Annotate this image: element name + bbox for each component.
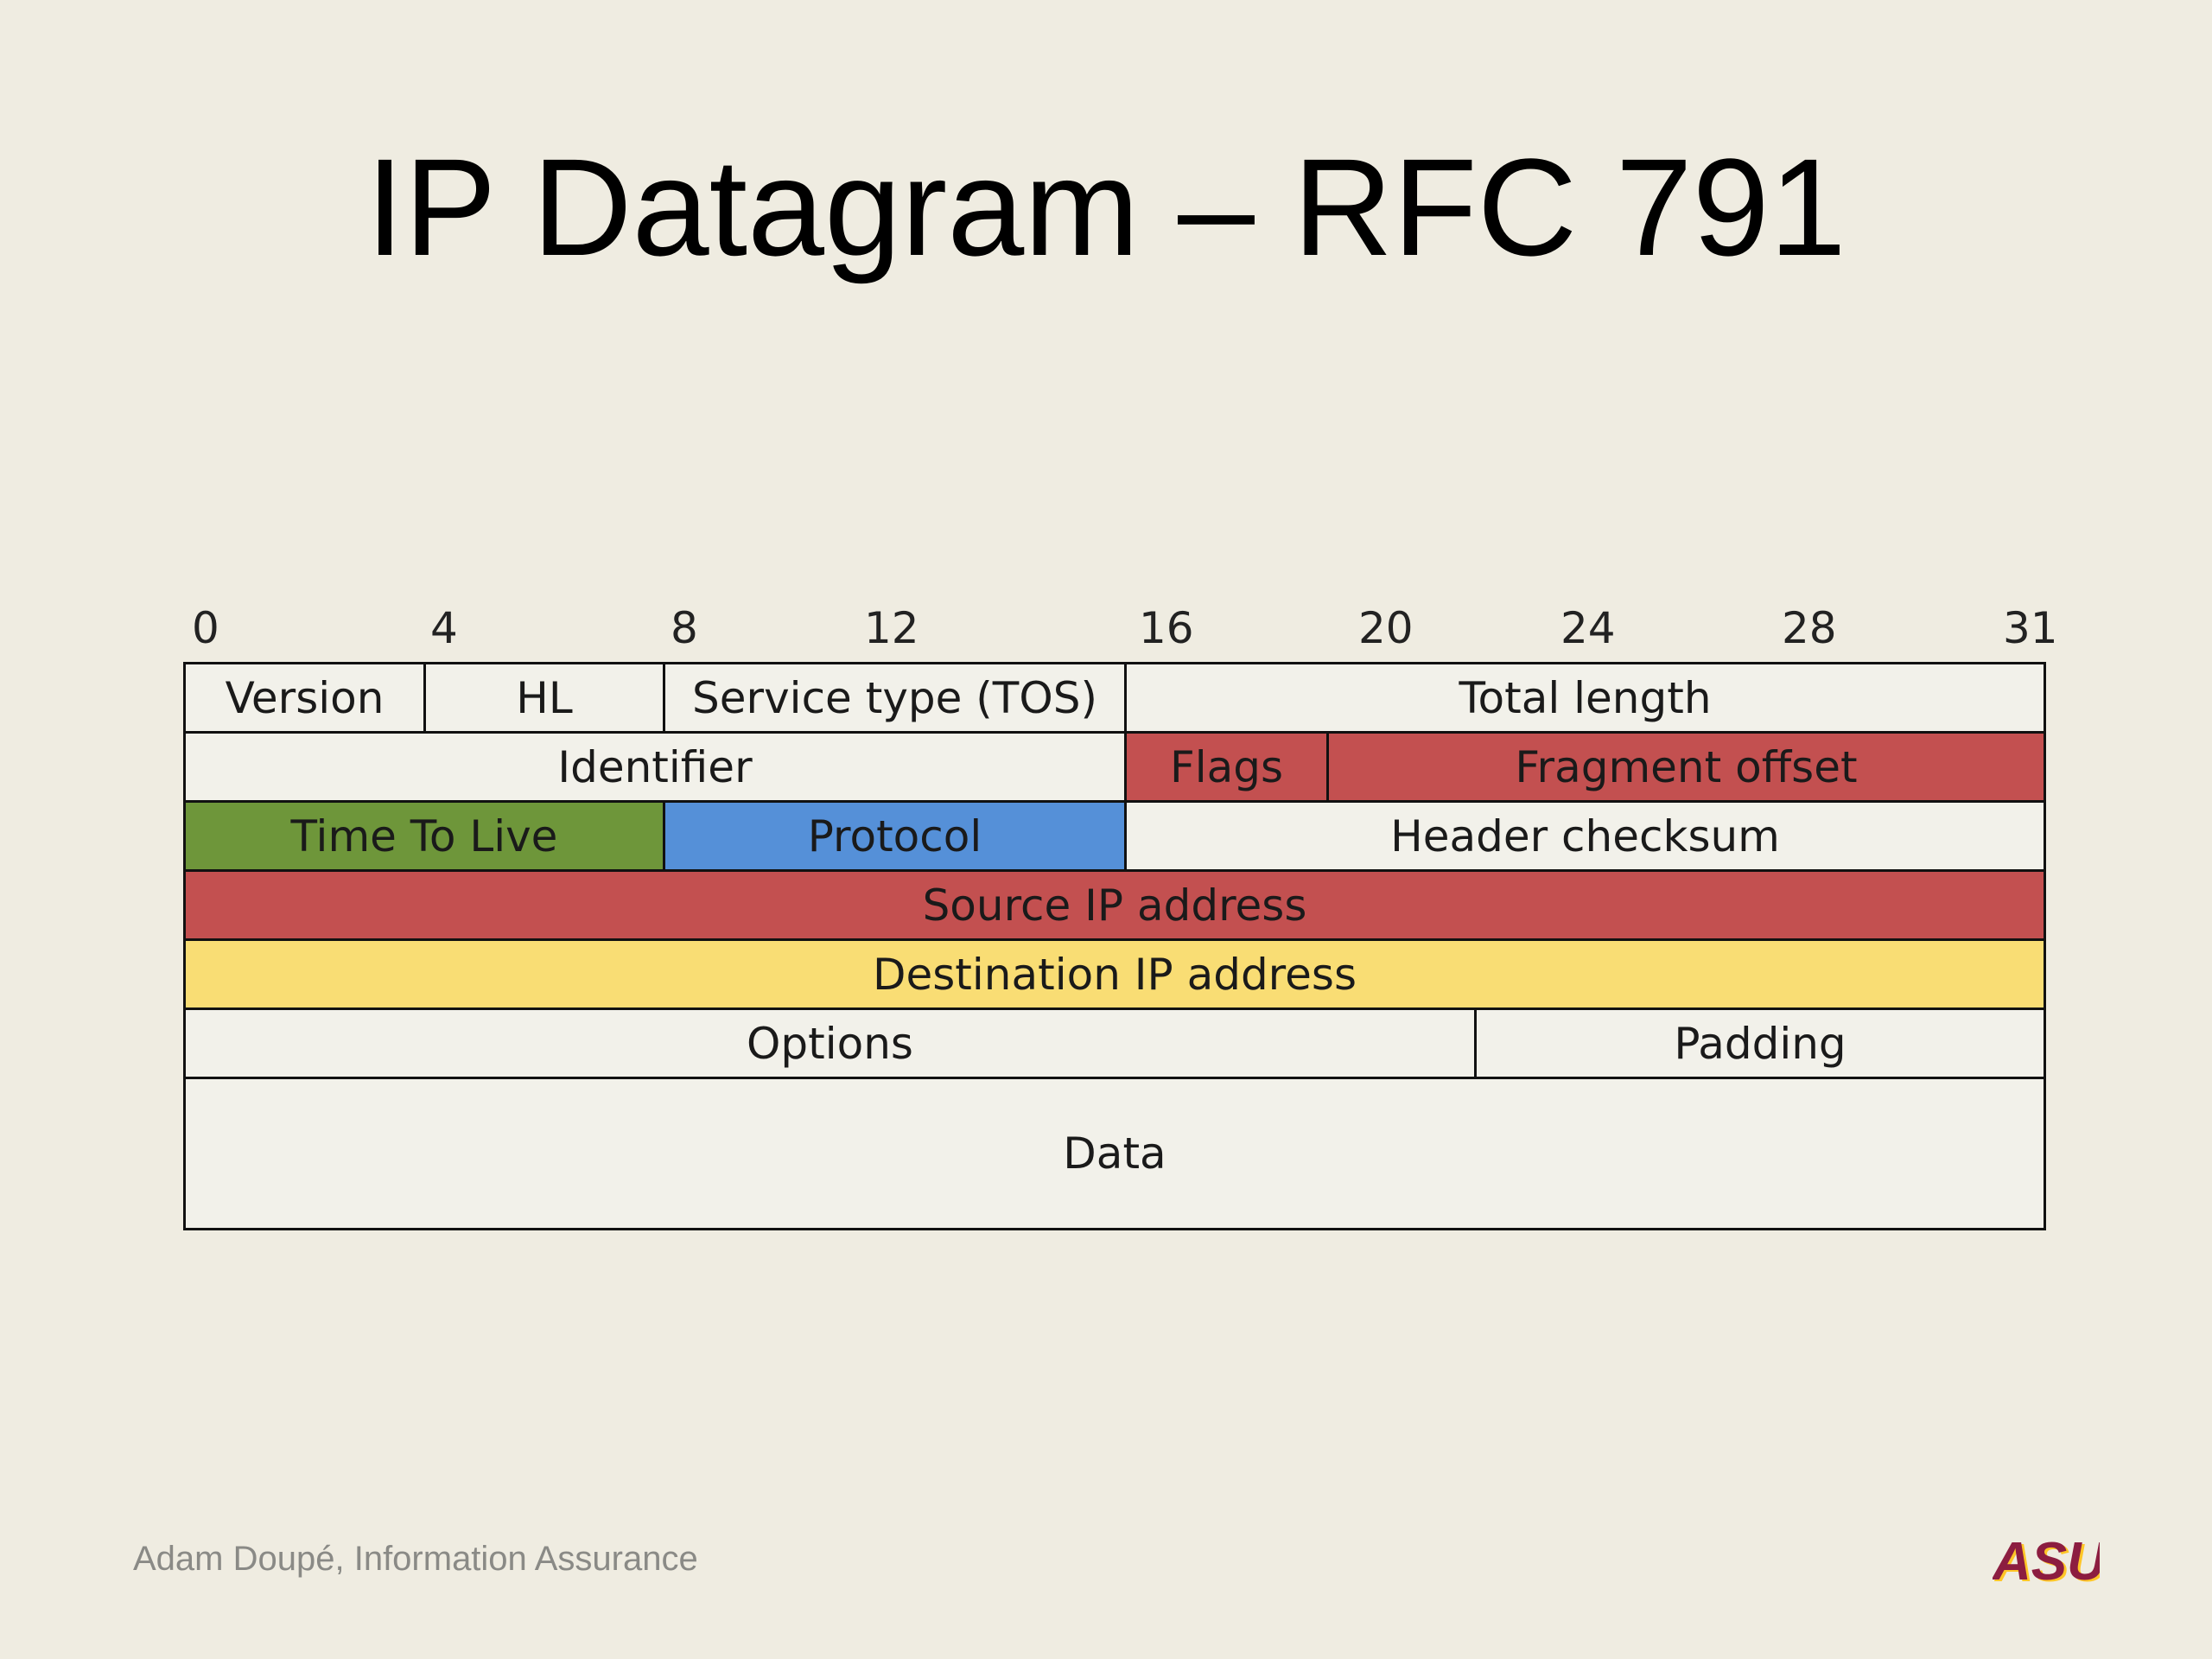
bit-label-31: 31 xyxy=(2003,603,2058,653)
bit-label-8: 8 xyxy=(671,603,698,653)
field-fragment-offset: Fragment offset xyxy=(1329,734,2044,803)
field-ttl: Time To Live xyxy=(186,803,665,872)
bit-label-12: 12 xyxy=(864,603,919,653)
bit-label-20: 20 xyxy=(1358,603,1414,653)
field-data: Data xyxy=(1063,1128,1166,1179)
footer-credit: Adam Doupé, Information Assurance xyxy=(133,1540,698,1578)
bit-label-28: 28 xyxy=(1782,603,1837,653)
bit-label-0: 0 xyxy=(192,603,219,653)
bit-label-4: 4 xyxy=(430,603,458,653)
field-header-checksum: Header checksum xyxy=(1127,803,2044,872)
field-padding: Padding xyxy=(1477,1010,2044,1079)
field-tos: Service type (TOS) xyxy=(665,664,1127,734)
field-total-length: Total length xyxy=(1127,664,2044,734)
svg-text:ASU: ASU xyxy=(1993,1535,2100,1585)
field-hl: HL xyxy=(426,664,665,734)
field-flags: Flags xyxy=(1127,734,1329,803)
bit-label-24: 24 xyxy=(1560,603,1616,653)
slide-title: IP Datagram – RFC 791 xyxy=(365,130,1847,284)
bit-label-16: 16 xyxy=(1139,603,1194,653)
field-version: Version xyxy=(186,664,426,734)
field-destination-ip: Destination IP address xyxy=(186,941,2044,1010)
ip-header-diagram: Version HL Service type (TOS) Total leng… xyxy=(183,662,2046,1230)
svg-text:ASU: ASU xyxy=(1993,1535,2100,1585)
field-source-ip: Source IP address xyxy=(186,872,2044,941)
field-protocol: Protocol xyxy=(665,803,1127,872)
field-options: Options xyxy=(186,1010,1477,1079)
field-identifier: Identifier xyxy=(186,734,1127,803)
asu-logo-icon: ASU ASU xyxy=(1991,1532,2110,1593)
